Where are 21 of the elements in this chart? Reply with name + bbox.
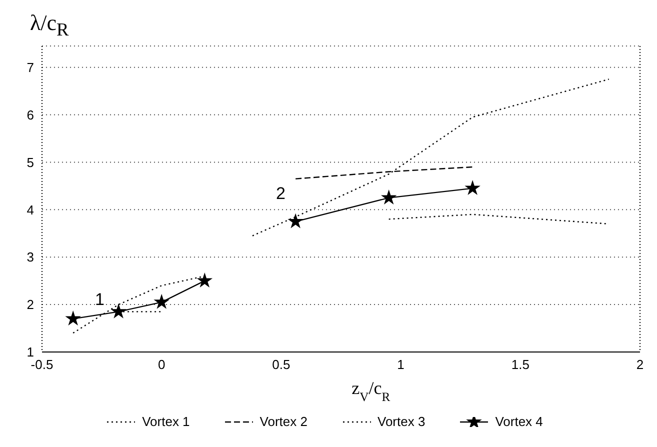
x-tick-label: 1 xyxy=(397,357,404,372)
y-tick-label: 7 xyxy=(26,60,34,75)
y-tick-label: 4 xyxy=(26,202,34,218)
y-tick-label: 1 xyxy=(26,344,34,360)
legend-label: Vortex 3 xyxy=(378,414,426,429)
x-tick-label: 0.5 xyxy=(272,357,290,372)
legend-label: Vortex 4 xyxy=(495,414,543,429)
x-tick-label: 1.5 xyxy=(511,357,530,372)
x-tick-label: -0.5 xyxy=(30,357,54,372)
x-tick-label: 2 xyxy=(636,357,644,372)
y-tick-label: 6 xyxy=(26,107,34,122)
y-tick-label: 2 xyxy=(26,297,34,312)
legend-label: Vortex 2 xyxy=(260,414,308,429)
annotation: 1 xyxy=(95,290,104,310)
x-axis-title: z$_{V}$/c$_{R}$ xyxy=(352,378,391,404)
x-tick-label: 0 xyxy=(158,357,166,372)
legend-label: Vortex 1 xyxy=(142,414,190,429)
annotation: 2 xyxy=(276,184,286,204)
y-axis-title: λ/c$_{R}$ xyxy=(30,10,69,40)
y-tick-label: 3 xyxy=(26,250,34,265)
y-tick-label: 5 xyxy=(26,154,34,170)
